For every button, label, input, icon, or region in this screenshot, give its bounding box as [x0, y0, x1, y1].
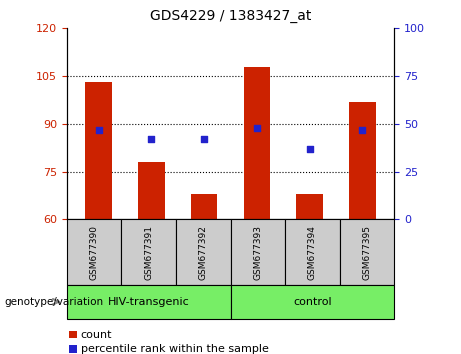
- Text: HIV-transgenic: HIV-transgenic: [108, 297, 189, 307]
- Bar: [138, 162, 165, 219]
- Bar: [244, 67, 270, 219]
- Text: GSM677393: GSM677393: [253, 225, 262, 280]
- Point: [95, 127, 102, 132]
- Text: genotype/variation: genotype/variation: [5, 297, 104, 307]
- Point: [253, 125, 260, 131]
- Point: [306, 146, 313, 152]
- Text: GSM677395: GSM677395: [362, 225, 372, 280]
- Text: percentile rank within the sample: percentile rank within the sample: [81, 344, 269, 354]
- Text: count: count: [81, 330, 112, 339]
- Text: GSM677391: GSM677391: [144, 225, 153, 280]
- Bar: [349, 102, 376, 219]
- Bar: [85, 82, 112, 219]
- Text: control: control: [293, 297, 331, 307]
- Point: [201, 136, 208, 142]
- Bar: [296, 194, 323, 219]
- Text: GSM677392: GSM677392: [199, 225, 208, 280]
- Text: GSM677394: GSM677394: [308, 225, 317, 280]
- Bar: [191, 194, 217, 219]
- Text: GSM677390: GSM677390: [89, 225, 99, 280]
- Point: [359, 127, 366, 132]
- Text: GDS4229 / 1383427_at: GDS4229 / 1383427_at: [150, 9, 311, 23]
- Point: [148, 136, 155, 142]
